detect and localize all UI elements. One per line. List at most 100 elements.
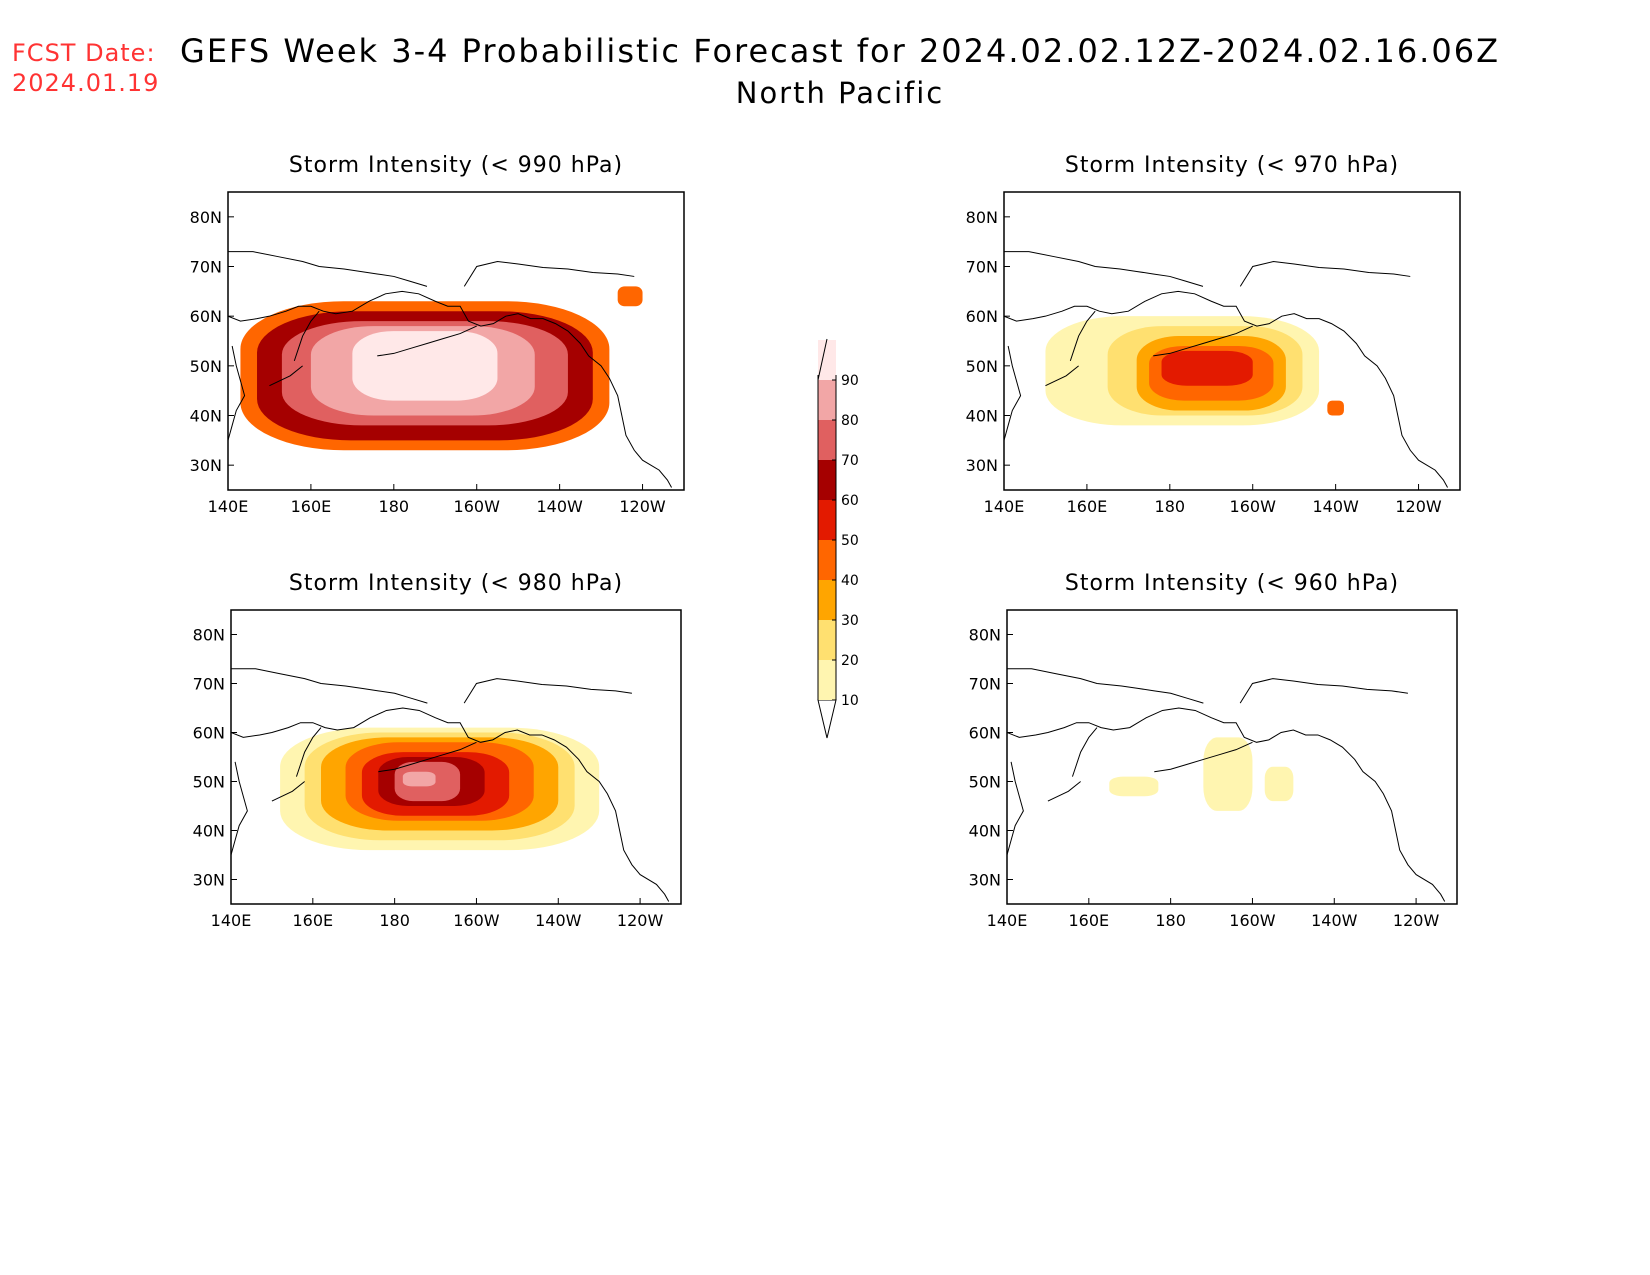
lon-tick-label: 160E <box>1067 497 1108 516</box>
coastline <box>1004 290 1449 488</box>
probability-region-40 <box>1327 400 1344 416</box>
colorbar-level-label: 80 <box>841 413 859 429</box>
coastline <box>1004 251 1204 287</box>
colorbar: 10 20 30 40 50 60 70 80 90 <box>817 338 859 739</box>
colorbar-upper-cap-edge <box>817 338 828 381</box>
map-frame <box>1003 191 1461 491</box>
colorbar-swatch <box>818 660 836 700</box>
lon-tick-label: 140W <box>1312 497 1359 516</box>
coastline <box>231 707 670 902</box>
panel-title: Storm Intensity (< 990 hPa) <box>289 153 623 178</box>
panels-layer: Storm Intensity (< 990 hPa) 140E 160E 180 16… <box>190 153 1461 930</box>
lat-tick-label: 80N <box>190 208 222 227</box>
lon-tick-label: 160E <box>1068 911 1109 930</box>
colorbar-level-label: 90 <box>841 373 859 389</box>
probability-region-10 <box>1203 737 1253 811</box>
lon-tick-label: 140W <box>535 911 582 930</box>
coastline <box>1071 727 1098 777</box>
colorbar-level-label: 30 <box>841 613 859 629</box>
coastline <box>463 678 632 704</box>
lat-tick-label: 40N <box>969 822 1001 841</box>
coastline <box>377 325 477 357</box>
colorbar-level-label: 40 <box>841 573 859 589</box>
coastline <box>1047 781 1081 802</box>
coastline <box>1004 345 1022 441</box>
coastline <box>228 345 246 441</box>
colorbar-lower-cap <box>817 699 837 739</box>
lon-tick-label: 180 <box>379 911 410 930</box>
lat-tick-label: 60N <box>969 724 1001 743</box>
coastline <box>1069 310 1096 362</box>
coastline <box>293 310 320 362</box>
coastline <box>1007 707 1446 902</box>
lat-tick-label: 70N <box>190 258 222 277</box>
colorbar-level-label: 20 <box>841 653 859 669</box>
map-frame <box>1006 609 1458 905</box>
probability-field <box>280 727 600 851</box>
probability-region-80 <box>402 771 436 787</box>
coastline <box>231 668 428 704</box>
lon-tick-label: 180 <box>379 497 410 516</box>
colorbar-swatch <box>818 500 836 540</box>
coastlines <box>1007 668 1446 902</box>
lon-tick-label: 160W <box>454 497 501 516</box>
coastlines <box>1004 251 1449 488</box>
colorbar-swatch <box>818 340 836 380</box>
panel-title: Storm Intensity (< 970 hPa) <box>1065 153 1399 178</box>
forecast-date-prefix: FCST Date: <box>12 39 156 67</box>
coastline <box>1154 741 1253 773</box>
lat-tick-label: 80N <box>193 626 225 645</box>
lat-tick-label: 40N <box>966 407 998 426</box>
colorbar-level-label: 70 <box>841 453 859 469</box>
map-frame <box>230 609 682 905</box>
probability-region-90 <box>352 331 498 401</box>
coastline <box>1045 365 1079 387</box>
probability-region-10 <box>1109 776 1159 797</box>
lon-tick-label: 120W <box>619 497 666 516</box>
coastline <box>1239 261 1411 287</box>
lon-tick-label: 180 <box>1155 497 1186 516</box>
lat-tick-label: 70N <box>966 258 998 277</box>
lat-tick-label: 50N <box>190 357 222 376</box>
coastlines <box>231 668 670 902</box>
coastline <box>1007 761 1024 856</box>
lon-tick-label: 120W <box>617 911 664 930</box>
probability-field <box>240 286 643 451</box>
lat-tick-label: 30N <box>193 871 225 890</box>
panel-title: Storm Intensity (< 980 hPa) <box>289 571 623 596</box>
probability-field <box>1045 316 1344 426</box>
map-panel-p960: Storm Intensity (< 960 hPa) 140E 160E 180 16… <box>969 571 1458 930</box>
colorbar-swatch <box>818 420 836 460</box>
lat-tick-label: 40N <box>193 822 225 841</box>
lat-tick-label: 60N <box>190 307 222 326</box>
coastline <box>1153 325 1253 357</box>
map-panel-p970: Storm Intensity (< 970 hPa) 140E 160E 180 16… <box>966 153 1461 516</box>
probability-region-10 <box>1264 766 1294 802</box>
lon-tick-label: 140E <box>984 497 1025 516</box>
coastline <box>463 261 635 287</box>
lat-tick-label: 30N <box>190 456 222 475</box>
probability-region-50 <box>1161 350 1253 386</box>
lat-tick-label: 80N <box>966 208 998 227</box>
lon-tick-label: 140E <box>987 911 1028 930</box>
lon-tick-label: 140W <box>1311 911 1358 930</box>
coastline <box>1239 678 1408 704</box>
map-frame <box>227 191 685 491</box>
colorbar-level-label: 50 <box>841 533 859 549</box>
lon-tick-label: 140W <box>536 497 583 516</box>
colorbar-swatch <box>818 380 836 420</box>
coastline <box>231 761 248 856</box>
probability-field <box>1109 737 1294 811</box>
coastline <box>228 290 673 488</box>
lon-tick-label: 160W <box>1230 497 1277 516</box>
coastlines <box>228 251 673 488</box>
colorbar-level-label: 10 <box>841 693 859 709</box>
probability-region-40 <box>617 286 643 307</box>
lat-tick-label: 40N <box>190 407 222 426</box>
coastline <box>378 741 477 773</box>
lon-tick-label: 180 <box>1155 911 1186 930</box>
colorbar-level-label: 60 <box>841 493 859 509</box>
map-panel-p980: Storm Intensity (< 980 hPa) 140E 160E 180 16… <box>193 571 682 930</box>
lat-tick-label: 50N <box>193 773 225 792</box>
